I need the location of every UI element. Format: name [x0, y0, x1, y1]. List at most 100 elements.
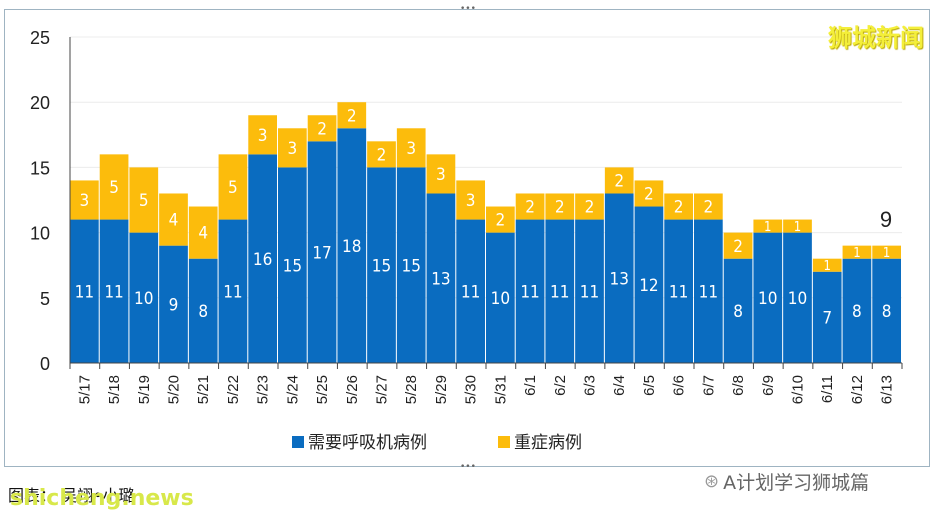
- x-tick-label: 5/18: [106, 375, 123, 404]
- bar-ventilator: [426, 193, 456, 363]
- bar-ventilator: [456, 219, 485, 363]
- data-label-severe: 2: [733, 237, 743, 257]
- x-tick-label: 5/31: [492, 375, 509, 404]
- bar-severe: [812, 258, 842, 272]
- x-tick-label: 5/30: [463, 375, 480, 404]
- x-tick-label: 6/12: [849, 375, 866, 404]
- data-label-severe: 1: [883, 246, 890, 261]
- resize-handle-bottom[interactable]: •••: [460, 462, 476, 472]
- bar-severe: [99, 154, 129, 220]
- data-label-ventilator: 8: [733, 302, 743, 322]
- watermark-logo-text: 狮城新闻: [828, 24, 924, 52]
- data-label-severe: 2: [555, 198, 565, 218]
- bar-severe: [307, 115, 337, 142]
- bar-ventilator: [575, 219, 604, 363]
- data-label-severe: 2: [703, 198, 713, 218]
- x-tick-label: 6/8: [730, 375, 747, 396]
- resize-handle-top[interactable]: •••: [460, 4, 476, 14]
- bar-severe: [129, 167, 159, 233]
- x-tick-label: 6/5: [641, 375, 658, 396]
- bar-ventilator: [70, 219, 99, 363]
- data-label-ventilator: 11: [75, 282, 94, 302]
- data-label-severe: 4: [198, 224, 208, 244]
- data-label-severe: 4: [169, 211, 179, 231]
- bar-ventilator: [753, 232, 783, 363]
- bar-ventilator: [307, 141, 337, 363]
- x-tick-label: 6/13: [879, 375, 896, 404]
- x-tick-label: 5/28: [403, 375, 420, 404]
- wechat-icon: ⊛: [704, 471, 720, 492]
- data-label-ventilator: 18: [342, 237, 361, 257]
- legend-swatch: [498, 436, 510, 448]
- data-label-severe: 1: [794, 220, 801, 235]
- data-label-ventilator: 15: [283, 256, 302, 276]
- bar-severe: [515, 193, 545, 220]
- bar-severe: [70, 180, 99, 220]
- data-label-ventilator: 10: [134, 289, 153, 309]
- total-annotation: 9: [880, 207, 892, 232]
- data-label-severe: 1: [853, 246, 860, 261]
- legend-swatch: [292, 436, 304, 448]
- bar-severe: [159, 193, 188, 246]
- bar-ventilator: [723, 258, 753, 363]
- bar-ventilator: [515, 219, 545, 363]
- data-label-severe: 2: [495, 211, 505, 231]
- y-tick-label: 15: [30, 158, 50, 178]
- bar-severe: [367, 141, 396, 168]
- data-label-ventilator: 9: [169, 295, 179, 315]
- y-tick-label: 5: [40, 289, 50, 309]
- data-label-ventilator: 8: [852, 302, 862, 322]
- x-tick-label: 6/3: [582, 375, 599, 396]
- y-tick-label: 10: [30, 224, 50, 244]
- x-tick-label: 6/4: [611, 375, 628, 396]
- data-label-severe: 3: [436, 165, 446, 185]
- data-label-ventilator: 10: [788, 289, 807, 309]
- data-label-ventilator: 11: [550, 282, 569, 302]
- data-label-ventilator: 7: [822, 308, 832, 328]
- data-label-ventilator: 15: [401, 256, 420, 276]
- x-tick-label: 6/7: [700, 375, 717, 396]
- data-label-ventilator: 8: [198, 302, 208, 322]
- bars: 1131151059484115163153172182152153133113…: [70, 102, 901, 363]
- bar-severe: [486, 206, 515, 233]
- data-label-ventilator: 15: [372, 256, 391, 276]
- data-label-ventilator: 11: [520, 282, 539, 302]
- bar-severe: [337, 102, 367, 129]
- bar-ventilator: [812, 271, 842, 363]
- bar-severe: [634, 180, 664, 207]
- bar-ventilator: [486, 232, 515, 363]
- data-label-severe: 1: [823, 259, 830, 274]
- wechat-account-name: A计划学习狮城篇: [723, 472, 870, 494]
- legend-label: 重症病例: [514, 433, 582, 453]
- data-label-severe: 3: [79, 191, 89, 211]
- x-tick-label: 5/24: [284, 375, 301, 404]
- bar-ventilator: [664, 219, 693, 363]
- bar-severe: [218, 154, 248, 220]
- bar-severe: [604, 167, 634, 194]
- data-label-severe: 5: [139, 191, 149, 211]
- bar-severe: [248, 115, 277, 155]
- bar-severe: [664, 193, 693, 220]
- x-tick-label: 5/17: [76, 375, 93, 404]
- data-label-severe: 3: [258, 126, 268, 146]
- bar-ventilator: [248, 154, 277, 363]
- x-tick-label: 5/20: [166, 375, 183, 404]
- data-label-severe: 3: [287, 139, 297, 159]
- bar-ventilator: [218, 219, 248, 363]
- data-label-ventilator: 11: [669, 282, 688, 302]
- bar-ventilator: [337, 128, 367, 363]
- data-label-severe: 2: [674, 198, 684, 218]
- bar-severe: [694, 193, 723, 220]
- bar-ventilator: [694, 219, 723, 363]
- data-label-ventilator: 8: [882, 302, 892, 322]
- data-label-ventilator: 11: [223, 282, 242, 302]
- bar-severe: [396, 128, 426, 168]
- bar-ventilator: [129, 232, 159, 363]
- legend: 需要呼吸机病例 重症病例: [292, 433, 582, 453]
- x-tick-label: 6/2: [552, 375, 569, 396]
- x-tick-label: 6/6: [671, 375, 688, 396]
- site-watermark: shicheng.news: [10, 486, 194, 511]
- bar-ventilator: [604, 193, 634, 363]
- data-label-severe: 2: [317, 119, 327, 139]
